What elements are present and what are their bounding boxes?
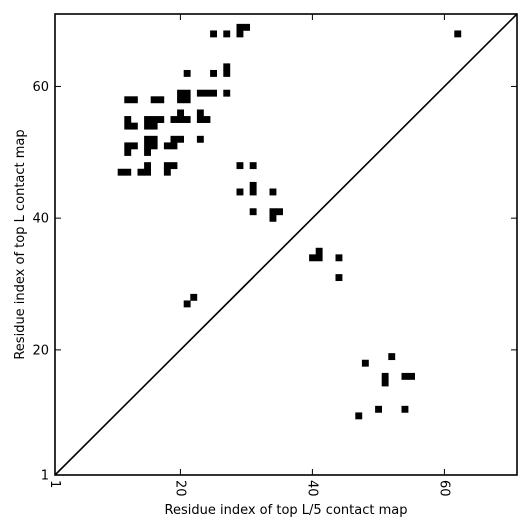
contact-point bbox=[183, 89, 191, 97]
contact-point bbox=[144, 122, 151, 130]
contact-point bbox=[335, 254, 343, 262]
contact-point bbox=[196, 116, 204, 123]
contact-point bbox=[163, 162, 171, 170]
contact-point bbox=[144, 135, 151, 143]
contact-point bbox=[243, 23, 250, 31]
contact-point bbox=[315, 254, 323, 262]
axis-ticks: 1 20 40 60 1 20 40 60 bbox=[32, 14, 517, 497]
contact-point bbox=[124, 142, 132, 150]
contact-point bbox=[144, 142, 151, 150]
contact-point bbox=[124, 168, 132, 176]
contact-point bbox=[335, 274, 343, 282]
contact-point bbox=[183, 96, 191, 104]
contact-point bbox=[137, 168, 145, 176]
contact-point bbox=[361, 359, 369, 367]
data-points bbox=[117, 23, 462, 420]
contact-point bbox=[210, 69, 217, 77]
contact-point bbox=[150, 142, 158, 150]
contact-point bbox=[183, 116, 191, 123]
contact-point bbox=[170, 142, 178, 150]
contact-point bbox=[401, 372, 409, 380]
contact-point bbox=[144, 168, 151, 176]
contact-point bbox=[183, 69, 191, 77]
contact-point bbox=[236, 162, 244, 170]
contact-point bbox=[375, 405, 382, 413]
contact-point bbox=[236, 23, 244, 31]
contact-point bbox=[144, 116, 151, 123]
contact-point bbox=[223, 89, 231, 97]
contact-point bbox=[236, 30, 244, 38]
contact-point bbox=[177, 89, 184, 97]
contact-point bbox=[401, 405, 409, 413]
contact-point bbox=[388, 353, 396, 361]
contact-point bbox=[249, 208, 257, 216]
contact-point bbox=[381, 372, 389, 380]
contact-point bbox=[196, 109, 204, 117]
contact-point bbox=[190, 293, 198, 301]
contact-point bbox=[177, 96, 184, 104]
contact-point bbox=[223, 69, 231, 77]
contact-point bbox=[203, 116, 211, 123]
contact-point bbox=[269, 208, 277, 216]
contact-point bbox=[163, 168, 171, 176]
contact-point bbox=[210, 30, 217, 38]
contact-point bbox=[196, 89, 204, 97]
y-tick-label: 60 bbox=[32, 80, 49, 95]
contact-point bbox=[170, 162, 178, 170]
x-tick-label: 1 bbox=[47, 480, 62, 488]
contact-point bbox=[170, 135, 178, 143]
contact-point bbox=[249, 188, 257, 196]
y-tick-label: 20 bbox=[32, 343, 49, 358]
contact-point bbox=[124, 149, 132, 156]
contact-point bbox=[183, 300, 191, 308]
contact-point bbox=[196, 135, 204, 143]
contact-point bbox=[381, 379, 389, 387]
contact-point bbox=[130, 96, 138, 104]
x-tick-label: 60 bbox=[436, 480, 451, 497]
contact-point bbox=[130, 142, 138, 150]
contact-point bbox=[249, 181, 257, 189]
contact-point bbox=[454, 30, 462, 38]
contact-point bbox=[177, 135, 184, 143]
contact-point bbox=[249, 162, 257, 170]
contact-point bbox=[355, 412, 363, 420]
contact-point bbox=[223, 63, 231, 71]
contact-point bbox=[315, 247, 323, 255]
contact-point bbox=[203, 89, 211, 97]
contact-point bbox=[157, 96, 165, 104]
contact-point bbox=[177, 116, 184, 123]
contact-point bbox=[124, 116, 132, 123]
contact-point bbox=[124, 96, 132, 104]
diagonal-line bbox=[54, 13, 518, 476]
contact-point bbox=[223, 30, 231, 38]
contact-point bbox=[269, 188, 277, 196]
y-axis-label: Residue index of top L contact map bbox=[13, 129, 28, 359]
contact-point bbox=[170, 116, 178, 123]
contact-point bbox=[177, 109, 184, 117]
contact-point bbox=[144, 149, 151, 156]
x-axis-label: Residue index of top L/5 contact map bbox=[165, 503, 408, 518]
contact-point bbox=[236, 188, 244, 196]
contact-point bbox=[150, 96, 158, 104]
y-tick-label: 40 bbox=[32, 212, 49, 227]
contact-point bbox=[210, 89, 217, 97]
contact-point bbox=[117, 168, 125, 176]
plot-frame bbox=[54, 13, 518, 476]
contact-point bbox=[163, 142, 171, 150]
contact-point bbox=[269, 214, 277, 222]
contact-point bbox=[144, 162, 151, 170]
contact-point bbox=[157, 116, 165, 123]
contact-point bbox=[150, 116, 158, 123]
y-tick-label: 1 bbox=[41, 469, 49, 484]
contact-point bbox=[150, 122, 158, 130]
contact-point bbox=[124, 122, 132, 130]
contact-point bbox=[309, 254, 316, 262]
x-tick-label: 20 bbox=[172, 480, 187, 497]
contact-point bbox=[150, 135, 158, 143]
contact-point bbox=[408, 372, 415, 380]
contact-point bbox=[276, 208, 283, 216]
x-tick-label: 40 bbox=[304, 480, 319, 497]
contact-point bbox=[130, 122, 138, 130]
